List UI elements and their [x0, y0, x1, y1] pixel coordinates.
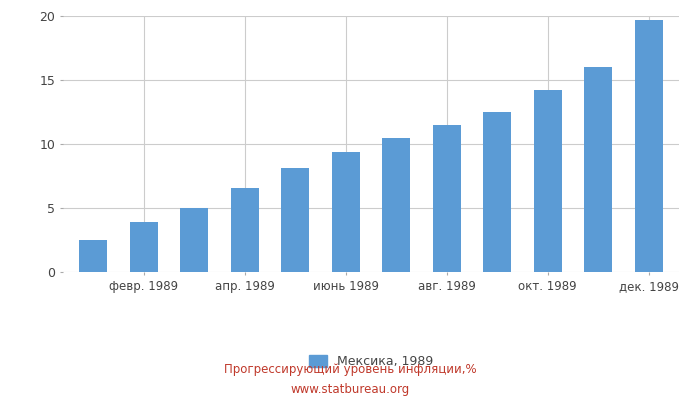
Bar: [332, 152, 360, 272]
Bar: [534, 90, 561, 272]
Text: www.statbureau.org: www.statbureau.org: [290, 384, 410, 396]
Bar: [433, 125, 461, 272]
Legend: Мексика, 1989: Мексика, 1989: [304, 350, 438, 373]
Text: Прогрессирующий уровень инфляции,%: Прогрессирующий уровень инфляции,%: [224, 364, 476, 376]
Bar: [181, 208, 208, 272]
Bar: [79, 240, 107, 272]
Bar: [130, 222, 158, 272]
Bar: [584, 67, 612, 272]
Bar: [281, 168, 309, 272]
Bar: [382, 138, 410, 272]
Bar: [483, 112, 511, 272]
Bar: [231, 188, 259, 272]
Bar: [635, 20, 663, 272]
